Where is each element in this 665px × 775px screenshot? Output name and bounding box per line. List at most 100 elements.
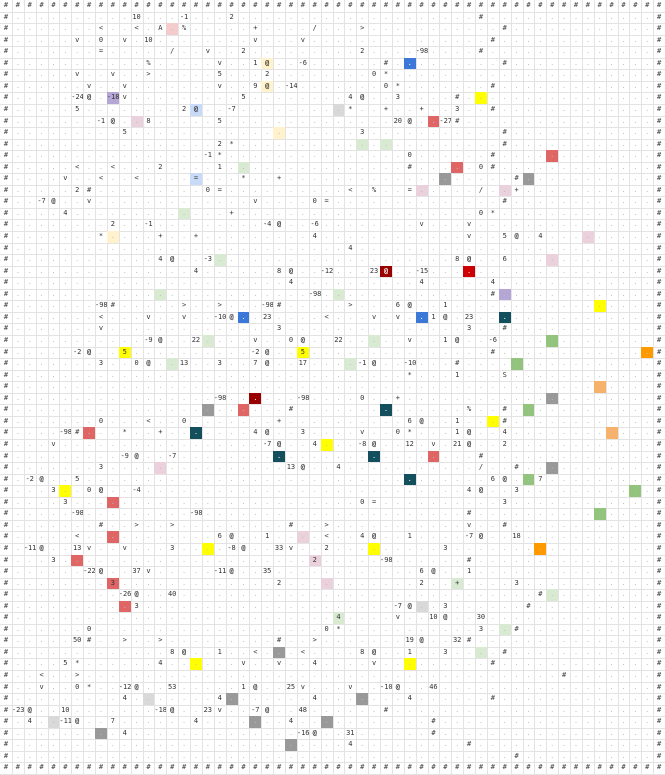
wall-cell: # <box>95 0 108 13</box>
floor-cell: . <box>629 69 643 82</box>
floor-cell: . <box>11 115 25 129</box>
floor-cell: . <box>570 103 583 117</box>
floor-cell: . <box>71 46 85 59</box>
floor-cell: . <box>225 92 239 105</box>
agent-cell: @ <box>261 57 275 71</box>
floor-cell: . <box>47 57 61 71</box>
floor-cell: . <box>475 92 488 105</box>
floor-cell: . <box>510 46 524 59</box>
floor-cell: . <box>546 80 560 94</box>
floor-cell: . <box>593 57 607 71</box>
floor-cell: . <box>403 92 417 105</box>
wall-cell: # <box>380 0 393 13</box>
floor-cell: . <box>605 23 619 36</box>
floor-cell: . <box>617 11 631 25</box>
floor-cell: . <box>166 23 180 36</box>
floor-cell: . <box>486 23 500 36</box>
wall-cell: # <box>249 0 263 13</box>
floor-cell: . <box>617 103 631 117</box>
floor-cell: . <box>118 69 132 82</box>
floor-cell: . <box>95 57 108 71</box>
floor-cell: . <box>498 11 512 25</box>
floor-cell: . <box>130 92 144 105</box>
number-cell: 0 <box>95 34 108 48</box>
floor-cell: . <box>285 92 298 105</box>
floor-cell: . <box>320 69 334 82</box>
floor-cell: . <box>71 80 85 94</box>
floor-cell: . <box>273 103 286 117</box>
wall-cell: # <box>47 0 61 13</box>
floor-cell: . <box>415 92 429 105</box>
floor-cell: . <box>617 57 631 71</box>
floor-cell: . <box>296 23 310 36</box>
floor-cell: . <box>439 57 453 71</box>
floor-cell: . <box>47 11 61 25</box>
wall-cell: # <box>0 34 13 48</box>
floor-cell: . <box>11 11 25 25</box>
wall-cell: # <box>237 0 251 13</box>
number-cell: 2 <box>356 46 370 59</box>
floor-cell: . <box>629 80 643 94</box>
symbol-cell: v <box>201 46 215 59</box>
floor-cell: . <box>237 23 251 36</box>
floor-cell: . <box>11 46 25 59</box>
wall-cell: # <box>546 0 560 13</box>
floor-cell: . <box>273 34 286 48</box>
floor-cell: . <box>510 23 524 36</box>
wall-cell: # <box>486 34 500 48</box>
floor-cell: . <box>23 11 37 25</box>
floor-cell: . <box>356 57 370 71</box>
wall-cell: # <box>593 0 607 13</box>
floor-cell: . <box>154 69 168 82</box>
floor-cell: . <box>534 23 548 36</box>
floor-cell: . <box>475 23 488 36</box>
floor-cell: . <box>344 57 358 71</box>
wall-cell: # <box>475 11 488 25</box>
floor-cell: . <box>356 103 370 117</box>
wall-cell: # <box>581 0 595 13</box>
floor-cell: . <box>510 11 524 25</box>
floor-cell: . <box>237 11 251 25</box>
floor-cell: . <box>320 46 334 59</box>
floor-cell: . <box>593 103 607 117</box>
floor-cell: . <box>285 69 298 82</box>
agent-cell: @ <box>356 92 370 105</box>
floor-cell: . <box>593 92 607 105</box>
floor-cell: . <box>166 92 180 105</box>
wall-cell: # <box>415 0 429 13</box>
symbol-cell: > <box>142 69 156 82</box>
floor-cell: . <box>427 69 441 82</box>
floor-cell: . <box>23 115 37 129</box>
floor-cell: . <box>225 69 239 82</box>
floor-cell: . <box>59 115 73 129</box>
floor-cell: . <box>641 11 655 25</box>
floor-cell: . <box>403 23 417 36</box>
floor-cell: . <box>320 80 334 94</box>
floor-cell: . <box>237 69 251 82</box>
floor-cell: . <box>581 34 595 48</box>
wall-cell: # <box>534 0 548 13</box>
wall-cell: # <box>486 103 500 117</box>
wall-cell: # <box>308 0 322 13</box>
floor-cell: . <box>415 23 429 36</box>
floor-cell: . <box>570 23 583 36</box>
floor-cell: . <box>641 92 655 105</box>
floor-cell: . <box>320 34 334 48</box>
floor-cell: . <box>380 34 393 48</box>
wall-cell: # <box>570 0 583 13</box>
floor-cell: . <box>451 80 465 94</box>
floor-cell: . <box>629 34 643 48</box>
floor-cell: . <box>95 103 108 117</box>
floor-cell: . <box>273 23 286 36</box>
floor-cell: . <box>427 34 441 48</box>
symbol-cell: * <box>344 103 358 117</box>
wall-cell: # <box>0 0 13 13</box>
floor-cell: . <box>47 34 61 48</box>
floor-cell: . <box>546 46 560 59</box>
floor-cell: . <box>285 103 298 117</box>
number-cell: 3 <box>451 103 465 117</box>
floor-cell: . <box>320 57 334 71</box>
symbol-cell: v <box>296 34 310 48</box>
floor-cell: . <box>296 80 310 94</box>
